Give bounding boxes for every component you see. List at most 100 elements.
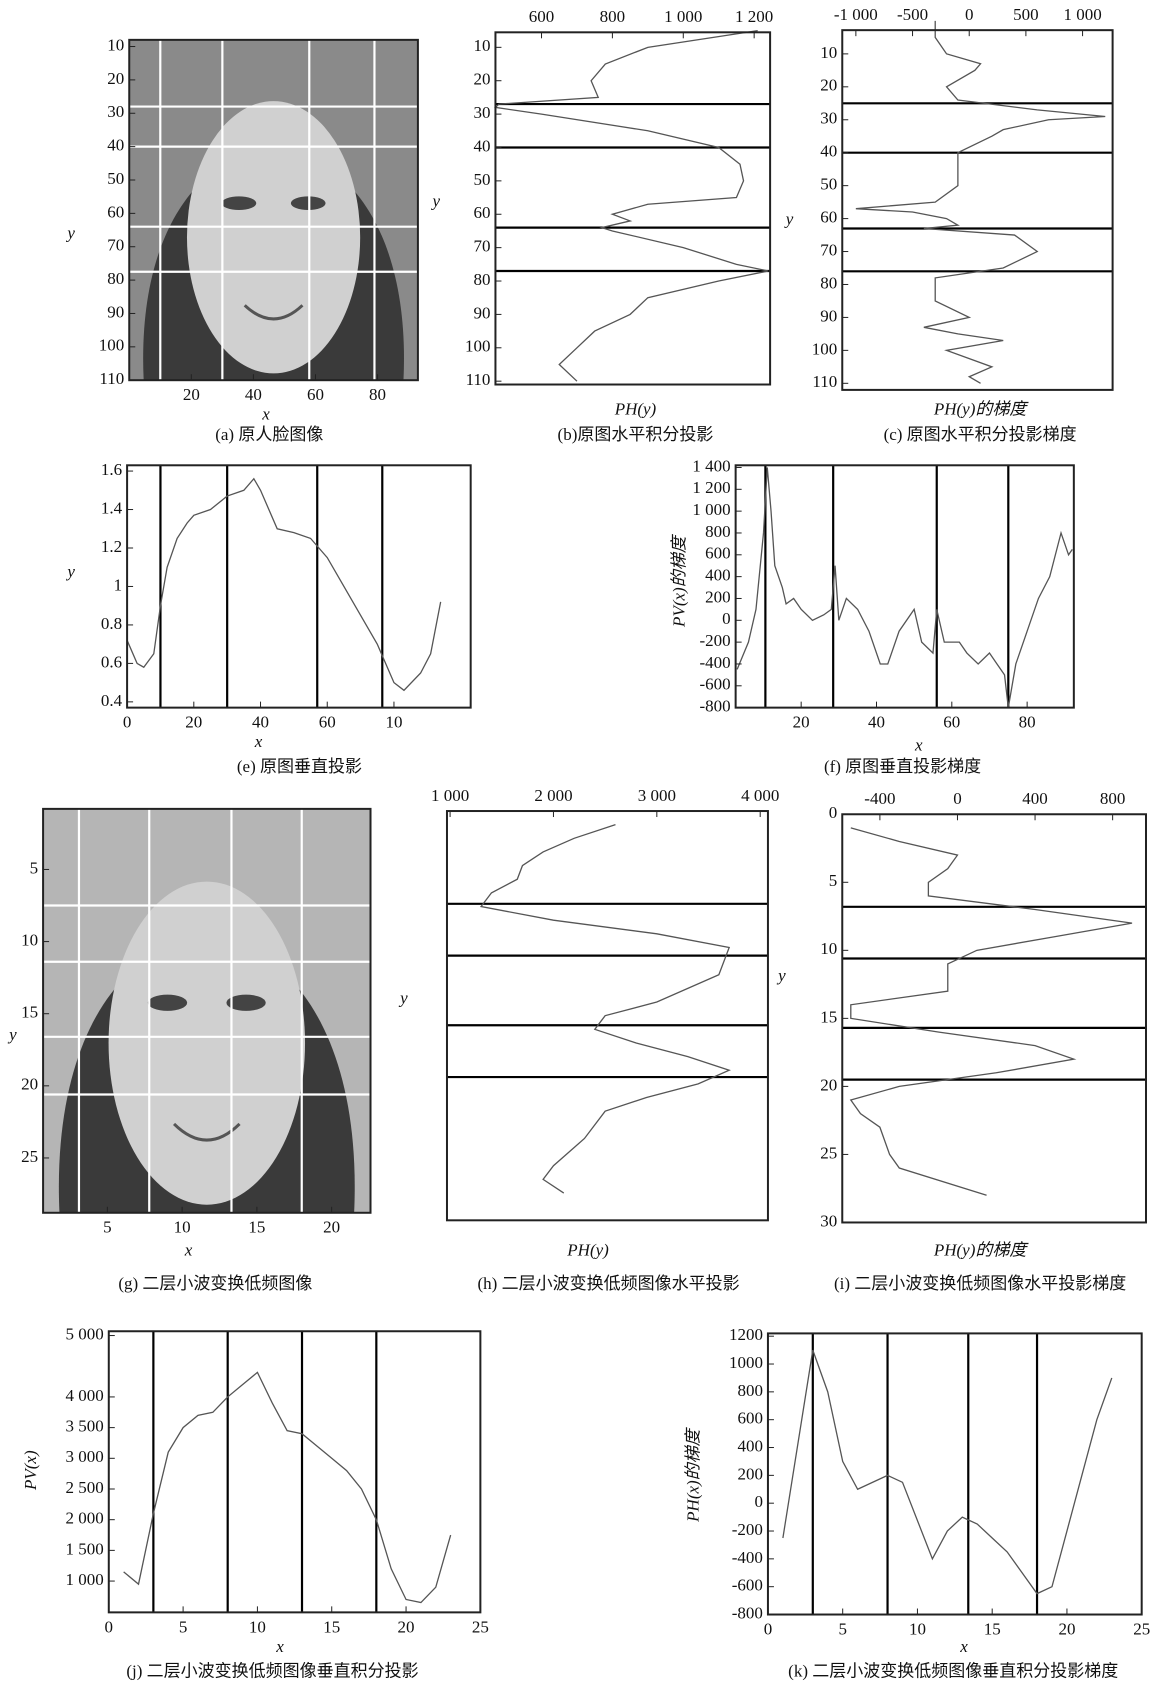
y-tick-label: 800 xyxy=(705,522,731,541)
x-tick-label: 400 xyxy=(1022,789,1048,808)
caption: (g) 二层小波变换低频图像 xyxy=(118,1274,312,1293)
face xyxy=(186,101,361,374)
y-tick-label: 1 000 xyxy=(692,500,730,519)
x-axis-label: x xyxy=(959,1637,968,1656)
y-tick-label: 90 xyxy=(473,303,490,322)
x-axis-label: PH(y)的梯度 xyxy=(933,399,1030,418)
y-tick-label: 30 xyxy=(820,109,837,128)
x-tick-label: 0 xyxy=(953,789,962,808)
mouth xyxy=(173,1122,241,1142)
y-tick-label: 1.6 xyxy=(101,460,122,479)
y-tick-label: 90 xyxy=(107,302,124,321)
plot-area xyxy=(127,465,471,708)
y-tick-label: 110 xyxy=(99,369,124,388)
y-tick-label: 100 xyxy=(99,336,125,355)
panel: 0 5 10 15 20 25 1 000 1 500 2 000 2 500 3 000 3 500… xyxy=(21,1324,489,1680)
x-axis-label: x xyxy=(184,1240,193,1259)
y-tick-label: 5 xyxy=(30,858,39,877)
y-tick-label: 400 xyxy=(737,1436,763,1455)
panel: 20 40 60 80 -800 -600 -400 -200 0 200 400 600 800 1 0… xyxy=(670,456,1075,776)
panel: -400 0 400 800 0 5 10 15 20 25 30 PH(y)的梯度 y (i) 二层小波… xyxy=(776,789,1147,1293)
y-tick-label: 70 xyxy=(820,240,837,259)
x-tick-label: 60 xyxy=(943,713,960,732)
y-tick-label: 10 xyxy=(21,930,38,949)
x-tick-label: 800 xyxy=(600,7,626,26)
x-tick-label: 4 000 xyxy=(741,786,779,805)
y-tick-label: 200 xyxy=(705,587,731,606)
panel: 600 800 1 000 1 200 10 20 30 40 50 60 70 80 90 100 110… xyxy=(430,7,773,444)
panel: 20 40 60 80 10 20 30 40 50 60 70 80 90 100 110 x y (a) 原人… xyxy=(65,35,419,444)
plot-frame xyxy=(107,1330,482,1614)
x-axis-label: x xyxy=(275,1637,284,1656)
y-tick-label: 20 xyxy=(820,1075,837,1094)
y-tick-label: 40 xyxy=(473,136,490,155)
y-tick-label: 100 xyxy=(812,339,838,358)
y-tick-label: 40 xyxy=(820,142,837,161)
eye xyxy=(221,196,257,211)
y-tick-label: 1 400 xyxy=(692,456,730,475)
x-tick-label: 0 xyxy=(764,1619,773,1638)
x-axis-label: x xyxy=(261,405,270,424)
y-tick-label: 15 xyxy=(21,1003,38,1022)
y-tick-label: 30 xyxy=(820,1211,837,1230)
y-tick-label: -800 xyxy=(732,1603,763,1622)
x-tick-label: 5 xyxy=(103,1218,112,1237)
y-tick-label: 1 500 xyxy=(66,1539,104,1558)
y-tick-label: 80 xyxy=(820,273,837,292)
y-tick-label: 1 000 xyxy=(66,1570,104,1589)
y-tick-label: 15 xyxy=(820,1007,837,1026)
x-tick-label: 3 000 xyxy=(638,786,676,805)
plot-frame xyxy=(841,29,1114,391)
y-tick-label: -600 xyxy=(732,1576,763,1595)
eye xyxy=(147,994,188,1011)
y-tick-label: 110 xyxy=(466,370,491,389)
y-tick-label: 40 xyxy=(107,136,124,155)
y-axis-label: y xyxy=(430,191,440,210)
data-line xyxy=(849,827,1133,1196)
y-tick-label: 20 xyxy=(107,69,124,88)
y-axis-label: y xyxy=(776,966,786,985)
y-tick-label: 5 000 xyxy=(66,1324,104,1343)
y-tick-label: 3 000 xyxy=(66,1447,104,1466)
plot-area xyxy=(767,1333,1142,1615)
y-axis-label: y xyxy=(398,988,408,1007)
y-tick-label: 70 xyxy=(473,237,490,256)
x-tick-label: 15 xyxy=(984,1619,1001,1638)
caption: (e) 原图垂直投影 xyxy=(237,757,362,776)
x-axis-label: PH(y) xyxy=(614,399,657,418)
panel: 5 10 15 20 5 10 15 20 25 x y (g) 二层小波变换低频图像 xyxy=(7,807,372,1293)
panel: -1 000 -500 0 500 1 000 10 20 30 40 50 60 70 80 90 100… xyxy=(784,5,1114,444)
y-tick-label: 10 xyxy=(820,43,837,62)
x-axis-label: PH(y)的梯度 xyxy=(933,1240,1030,1259)
x-tick-label: 20 xyxy=(398,1617,415,1636)
data-line xyxy=(126,477,442,692)
x-tick-label: 0 xyxy=(965,5,974,24)
y-tick-label: 0 xyxy=(722,609,731,628)
y-axis-label: y xyxy=(65,224,75,243)
panel: 0 20 40 60 10 0.4 0.6 0.8 1 1.2 1.4 1.6 x y (e) 原图垂直投影 xyxy=(65,460,472,776)
y-tick-label: -200 xyxy=(699,631,730,650)
y-tick-label: 100 xyxy=(465,337,491,356)
x-tick-label: 25 xyxy=(1133,1619,1150,1638)
y-tick-label: 600 xyxy=(737,1409,763,1428)
y-axis-label: y xyxy=(65,562,75,581)
y-tick-label: 10 xyxy=(107,35,124,54)
x-axis-label: PH(y) xyxy=(566,1240,609,1259)
y-axis-label: y xyxy=(7,1025,17,1044)
y-tick-label: 110 xyxy=(812,372,837,391)
y-tick-label: 80 xyxy=(473,270,490,289)
y-tick-label: 50 xyxy=(107,169,124,188)
caption: (i) 二层小波变换低频图像水平投影梯度 xyxy=(834,1274,1126,1293)
x-tick-label: 40 xyxy=(868,713,885,732)
plot-frame xyxy=(128,38,419,382)
y-tick-label: 60 xyxy=(107,202,124,221)
y-tick-label: 50 xyxy=(820,175,837,194)
caption: (b)原图水平积分投影 xyxy=(558,425,714,444)
face xyxy=(108,881,306,1205)
y-tick-label: -800 xyxy=(699,697,730,716)
y-tick-label: 10 xyxy=(473,36,490,55)
plot-area xyxy=(108,1331,481,1613)
y-tick-label: 1.2 xyxy=(101,537,122,556)
x-tick-label: 10 xyxy=(249,1617,266,1636)
